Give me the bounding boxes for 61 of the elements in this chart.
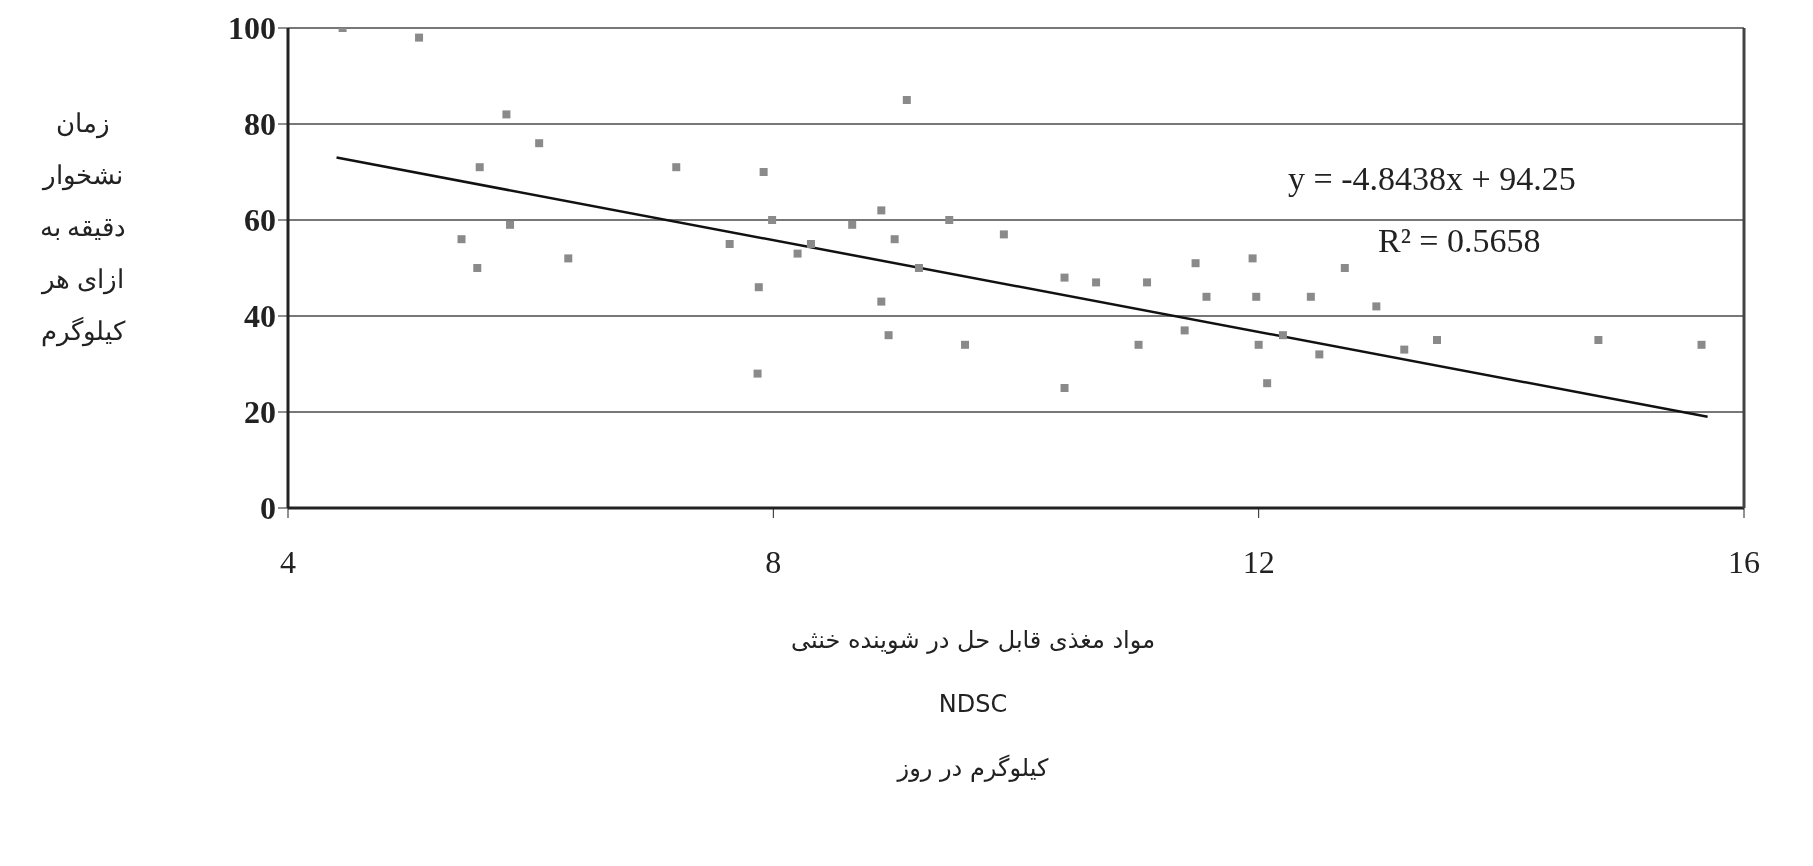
point	[999, 230, 1008, 239]
x-tick-label: 16	[1728, 543, 1760, 580]
point	[1060, 273, 1069, 282]
point	[502, 110, 511, 119]
point	[884, 331, 893, 340]
point	[1252, 292, 1261, 301]
point	[1433, 336, 1442, 344]
point	[914, 264, 923, 272]
point	[475, 163, 484, 172]
point	[1697, 340, 1706, 349]
point	[725, 240, 734, 248]
y-axis-title: زمان نشخوار دقیقه به ازای هر کیلوگرم	[38, 108, 128, 349]
point	[877, 297, 886, 306]
point	[759, 168, 768, 176]
point	[1594, 336, 1603, 344]
point	[1278, 331, 1287, 340]
point	[457, 235, 466, 244]
x-tick-label: 4	[280, 543, 296, 580]
point	[564, 254, 573, 263]
point	[415, 33, 424, 42]
annotation: R² = 0.5658	[1377, 221, 1542, 261]
point	[535, 139, 544, 148]
point	[1372, 302, 1381, 311]
point	[902, 96, 911, 104]
point	[768, 216, 777, 224]
point	[1400, 345, 1409, 354]
x-tick-label: 8	[765, 543, 782, 580]
point	[506, 220, 515, 229]
y-tick-label: 0	[260, 490, 276, 527]
point	[806, 240, 815, 248]
y-tick-label: 60	[244, 202, 276, 239]
point	[945, 216, 954, 224]
point	[1180, 326, 1189, 335]
point	[961, 340, 970, 349]
x-tick-label: 12	[1242, 543, 1275, 580]
point	[1263, 379, 1272, 388]
point	[877, 206, 886, 215]
point	[1306, 292, 1315, 301]
point	[1060, 384, 1069, 392]
annotation: y = -4.8438x + 94.25	[1288, 159, 1576, 199]
point	[1340, 264, 1349, 272]
y-tick-label: 80	[244, 106, 276, 143]
point	[1315, 350, 1324, 359]
point	[1191, 259, 1200, 268]
point	[1254, 340, 1263, 349]
y-tick-label: 100	[228, 10, 276, 47]
y-tick-label: 20	[244, 394, 276, 431]
point	[1202, 292, 1211, 301]
y-tick-label: 40	[244, 298, 276, 335]
point	[1248, 254, 1257, 263]
point	[890, 235, 899, 244]
point	[1143, 278, 1152, 287]
point	[754, 283, 763, 292]
point	[473, 264, 482, 272]
point	[1134, 340, 1143, 349]
point	[672, 163, 681, 172]
point	[793, 249, 802, 258]
text: مواد مغذی قابل حل در شوینده خنثی NDSC کیلوگرم در روز	[790, 626, 1156, 782]
point	[1092, 278, 1101, 287]
point	[753, 369, 762, 378]
point	[848, 220, 857, 229]
